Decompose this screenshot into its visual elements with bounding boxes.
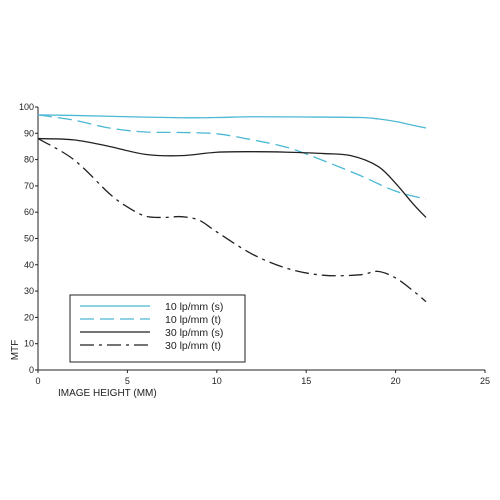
y-tick-label: 70 — [24, 181, 34, 191]
legend-label: 30 lp/mm (s) — [165, 327, 223, 339]
x-tick-label: 25 — [480, 376, 490, 386]
x-tick-label: 10 — [212, 376, 222, 386]
legend-label: 30 lp/mm (t) — [165, 340, 221, 352]
legend: 10 lp/mm (s)10 lp/mm (t)30 lp/mm (s)30 l… — [69, 294, 246, 363]
y-tick-label: 90 — [24, 128, 34, 138]
series-layer — [37, 114, 427, 303]
legend-label: 10 lp/mm (t) — [165, 314, 221, 326]
y-tick-label: 10 — [24, 339, 34, 349]
series-line-1 — [37, 114, 427, 129]
x-tick-label: 5 — [125, 376, 130, 386]
series-line-4 — [37, 137, 427, 303]
x-tick-label: 15 — [301, 376, 311, 386]
x-axis-title: IMAGE HEIGHT (MM) — [58, 388, 157, 399]
y-tick-label: 80 — [24, 155, 34, 165]
y-tick-label: 100 — [19, 102, 34, 112]
axes: 0 10 20 30 40 50 60 70 80 90 100 0 5 10 15 20 25 IMAGE HE… — [10, 102, 490, 399]
series-line-2 — [37, 114, 427, 200]
y-tick-label: 0 — [29, 365, 34, 375]
y-tick-label: 50 — [24, 234, 34, 244]
y-tick-label: 60 — [24, 207, 34, 217]
y-tick-label: 30 — [24, 286, 34, 296]
x-tick-label: 0 — [35, 376, 40, 386]
y-tick-label: 20 — [24, 312, 34, 322]
series-line-3 — [37, 137, 427, 218]
x-tick-label: 20 — [391, 376, 401, 386]
y-tick-label: 40 — [24, 260, 34, 270]
legend-label: 10 lp/mm (s) — [165, 301, 223, 313]
y-axis-title: MTF — [10, 340, 21, 361]
